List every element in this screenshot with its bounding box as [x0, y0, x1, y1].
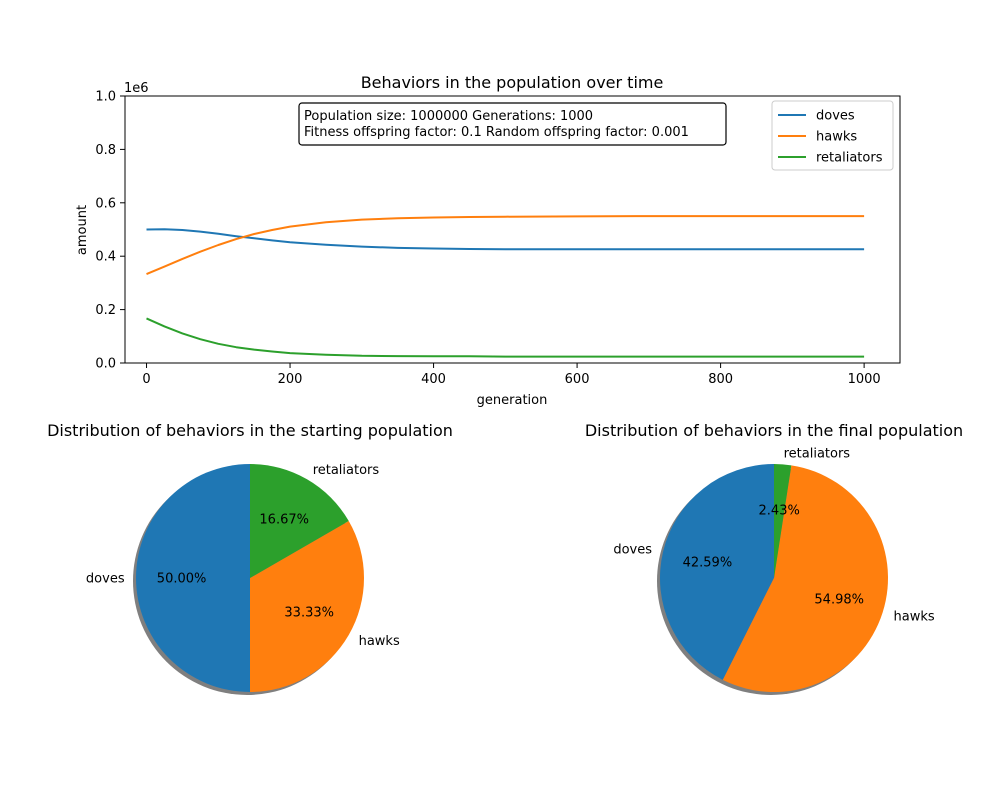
x-tick-label: 200 [278, 372, 303, 387]
pie-percent-retaliators: 16.67% [259, 512, 309, 527]
pie-label-retaliators: retaliators [784, 447, 851, 462]
plot-frame [124, 95, 901, 364]
legend-entry-retaliators: retaliators [816, 151, 883, 166]
pie-slice-doves [659, 464, 774, 680]
line-chart-title: Behaviors in the population over time [361, 73, 664, 92]
x-tick-label: 1000 [848, 372, 881, 387]
legend-entry-doves: doves [816, 109, 855, 124]
final-pie-title: Distribution of behaviors in the final p… [585, 421, 963, 440]
y-tick-label: 0.4 [95, 250, 116, 265]
pie-percent-doves: 42.59% [683, 556, 733, 571]
line-series-group [146, 215, 865, 358]
legend-frame [771, 100, 894, 171]
x-axis-label: generation [477, 393, 548, 408]
pie-percent-retaliators: 2.43% [759, 503, 800, 518]
x-axis-ticks: 0 200 400 600 800 1000 [142, 363, 881, 387]
pie-percent-hawks: 54.98% [814, 592, 864, 607]
legend-entry-hawks: hawks [816, 130, 857, 145]
pie-percent-hawks: 33.33% [284, 606, 334, 621]
x-tick-label: 800 [708, 372, 733, 387]
pie-label-retaliators: retaliators [313, 463, 380, 478]
x-tick-label: 400 [421, 372, 446, 387]
y-axis-ticks: 0.0 0.2 0.4 0.6 0.8 1.0 [95, 90, 125, 372]
y-offset-label: 1e6 [124, 81, 149, 96]
series-line-retaliators [146, 317, 865, 358]
y-tick-label: 0.2 [95, 303, 116, 318]
annotation-line-1: Population size: 1000000 Generations: 10… [304, 109, 593, 124]
pie-label-doves: doves [86, 572, 125, 587]
starting-pie-title: Distribution of behaviors in the startin… [47, 421, 453, 440]
pie-slice-retaliators [774, 464, 792, 578]
annotation-frame [298, 102, 727, 146]
starting-population-pie: Distribution of behaviors in the startin… [47, 421, 453, 695]
pie-slice-hawks [722, 465, 888, 693]
annotation-box: Population size: 1000000 Generations: 10… [298, 102, 727, 146]
y-tick-label: 1.0 [95, 90, 116, 105]
pie-slice-hawks [250, 521, 365, 692]
pie-slice-retaliators [250, 464, 349, 578]
pie-percent-doves: 50.00% [157, 572, 207, 587]
x-tick-label: 600 [565, 372, 590, 387]
legend: doves hawks retaliators [771, 100, 894, 171]
final-population-pie: Distribution of behaviors in the final p… [585, 421, 963, 695]
pie-slice-doves [136, 464, 250, 692]
pie-label-doves: doves [613, 543, 652, 558]
x-tick-label: 0 [142, 372, 150, 387]
y-tick-label: 0.6 [95, 196, 116, 211]
series-line-doves [146, 228, 865, 251]
pie-label-hawks: hawks [359, 634, 400, 649]
annotation-line-2: Fitness offspring factor: 0.1 Random off… [304, 125, 689, 140]
series-line-hawks [146, 215, 865, 276]
y-tick-label: 0.0 [95, 357, 116, 372]
y-axis-label: amount [75, 205, 90, 255]
y-tick-label: 0.8 [95, 143, 116, 158]
line-chart: Behaviors in the population over time 1e… [75, 73, 901, 408]
pie-label-hawks: hawks [894, 610, 935, 625]
